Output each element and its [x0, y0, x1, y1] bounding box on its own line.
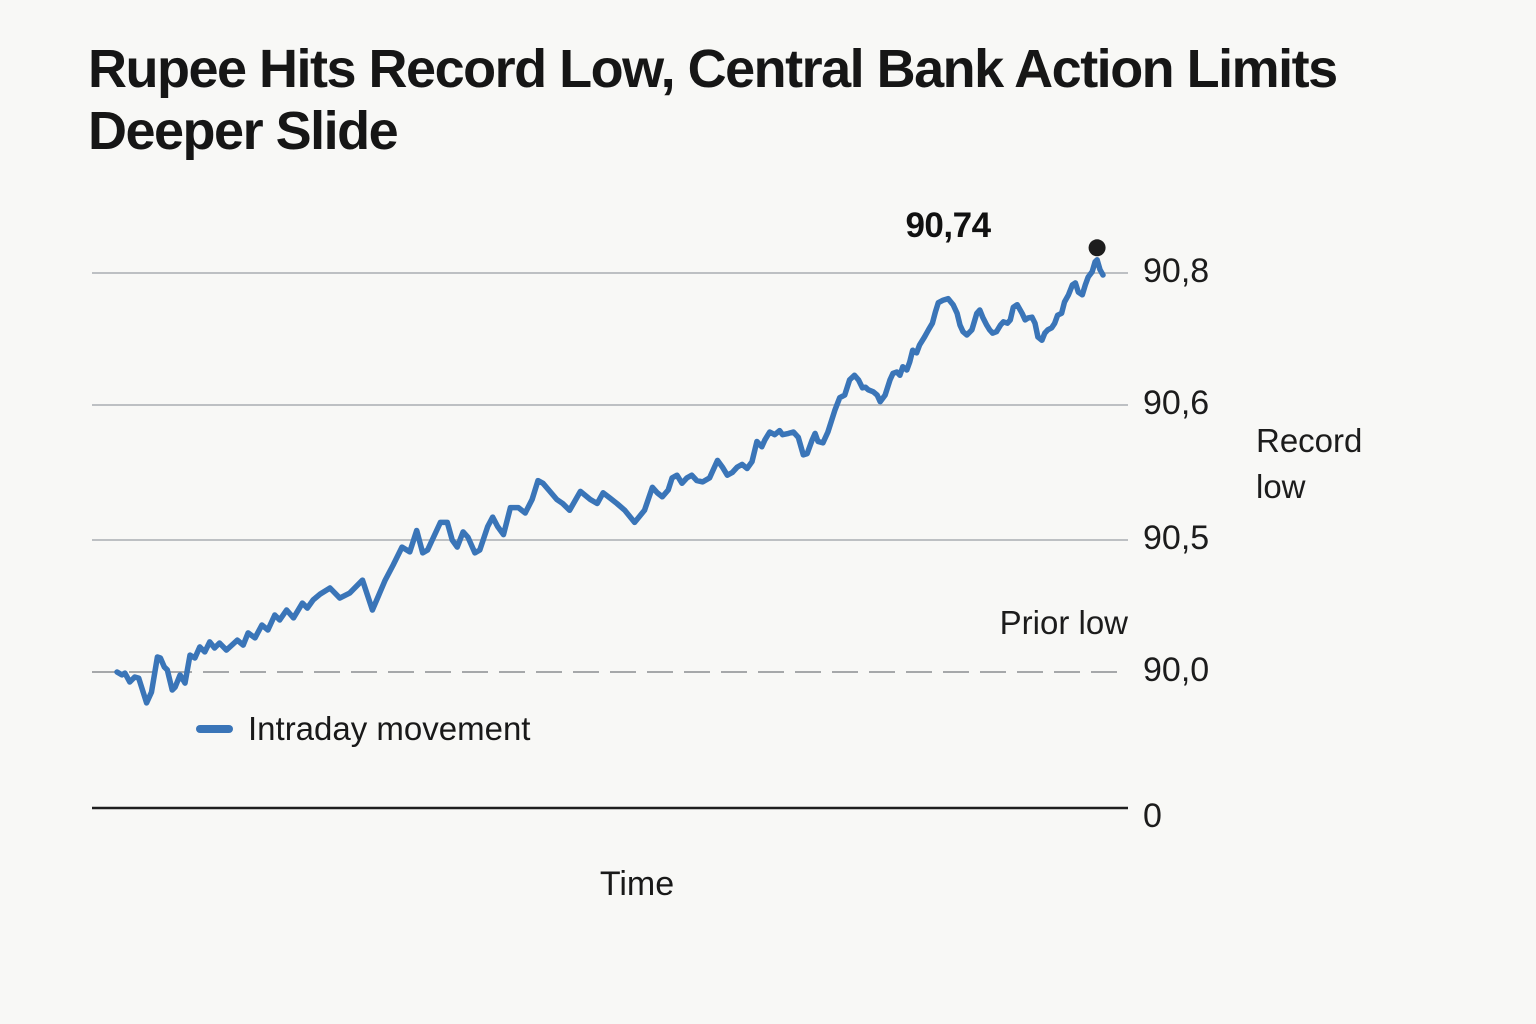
y-axis-tick-label: 0 [1143, 797, 1162, 835]
x-axis-label: Time [599, 865, 675, 903]
legend-label: Intraday movement [248, 710, 531, 747]
chart-title: Rupee Hits Record Low, Central Bank Acti… [88, 38, 1378, 162]
y-axis-tick-label: 90,0 [1143, 651, 1210, 689]
y-axis-tick-label: 90,5 [1143, 519, 1210, 557]
y-axis-tick-label: 90,8 [1143, 252, 1210, 290]
chart-title-line1: Rupee Hits Record Low, Central Bank Acti… [88, 39, 1338, 99]
legend: Intraday movement [196, 710, 530, 748]
intraday-price-line [114, 257, 1106, 706]
y-axis-tick-label: 90,6 [1143, 384, 1210, 422]
peak-marker-dot [1088, 239, 1106, 257]
prior-low-annotation: Prior low [999, 604, 1128, 641]
record-low-annotation: Record low [1256, 422, 1363, 505]
chart-title-line2: Deeper Slide [88, 101, 399, 161]
peak-annotation-label: 90,74 [905, 206, 991, 245]
legend-line-swatch [196, 725, 233, 733]
